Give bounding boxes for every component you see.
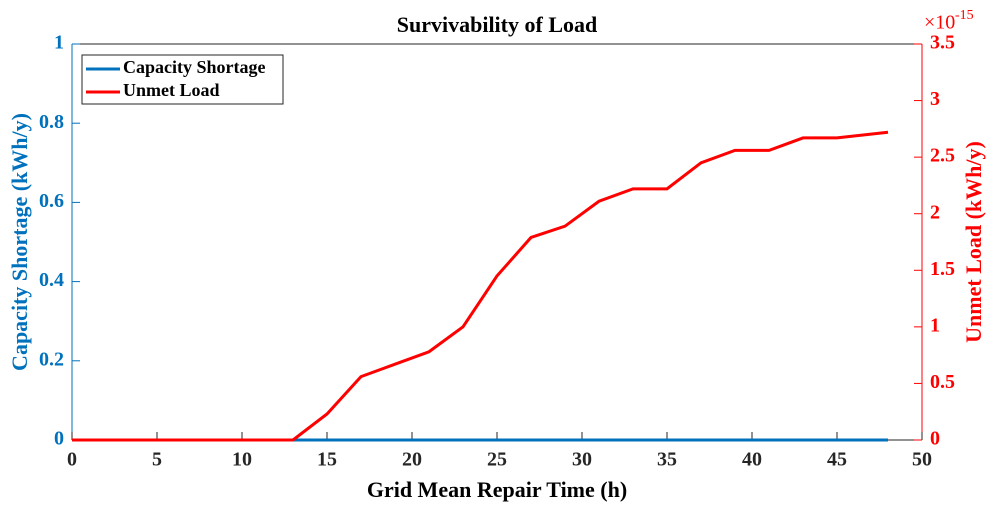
y-tick-label: 1 bbox=[54, 32, 64, 54]
y2-tick-label: 3.5 bbox=[930, 32, 955, 54]
x-tick-label: 30 bbox=[572, 449, 592, 471]
y2-exponent: -15 bbox=[955, 8, 974, 23]
data-line bbox=[72, 130, 889, 442]
legend-box bbox=[81, 54, 284, 105]
x-tick-label: 0 bbox=[67, 449, 77, 471]
x-tick-label: 10 bbox=[232, 449, 252, 471]
x-axis-label: Grid Mean Repair Time (h) bbox=[367, 477, 627, 502]
x-tick-label: 45 bbox=[827, 449, 847, 471]
y2-tick-label: 0 bbox=[930, 428, 940, 450]
y-tick-label: 0.2 bbox=[39, 348, 64, 370]
legend-label: Unmet Load bbox=[123, 80, 220, 100]
y2-tick-label: 3 bbox=[930, 88, 940, 110]
y-axis-label: Capacity Shortage (kWh/y) bbox=[7, 113, 32, 371]
x-tick-label: 50 bbox=[912, 449, 932, 471]
y-tick-label: 0.4 bbox=[39, 269, 64, 291]
x-tick-label: 15 bbox=[317, 449, 337, 471]
chart-title: Survivability of Load bbox=[397, 12, 597, 37]
y-tick-label: 0 bbox=[54, 428, 64, 450]
x-tick-label: 35 bbox=[657, 449, 677, 471]
x-tick-label: 25 bbox=[487, 449, 507, 471]
y-tick-label: 0.8 bbox=[39, 111, 64, 133]
legend-label: Capacity Shortage bbox=[123, 57, 266, 77]
y2-tick-label: 2 bbox=[930, 201, 940, 223]
y2-tick-label: 0.5 bbox=[930, 371, 955, 393]
x-tick-label: 20 bbox=[402, 449, 422, 471]
y2-tick-label: 1.5 bbox=[930, 258, 955, 280]
y2-tick-label: 1 bbox=[930, 314, 940, 336]
y2-multiplier: ×10 bbox=[924, 12, 955, 34]
y-tick-label: 0.6 bbox=[39, 190, 64, 212]
x-tick-label: 40 bbox=[742, 449, 762, 471]
x-tick-label: 5 bbox=[152, 449, 162, 471]
y2-axis-label: Unmet Load (kWh/y) bbox=[961, 141, 986, 343]
y2-tick-label: 2.5 bbox=[930, 145, 955, 167]
